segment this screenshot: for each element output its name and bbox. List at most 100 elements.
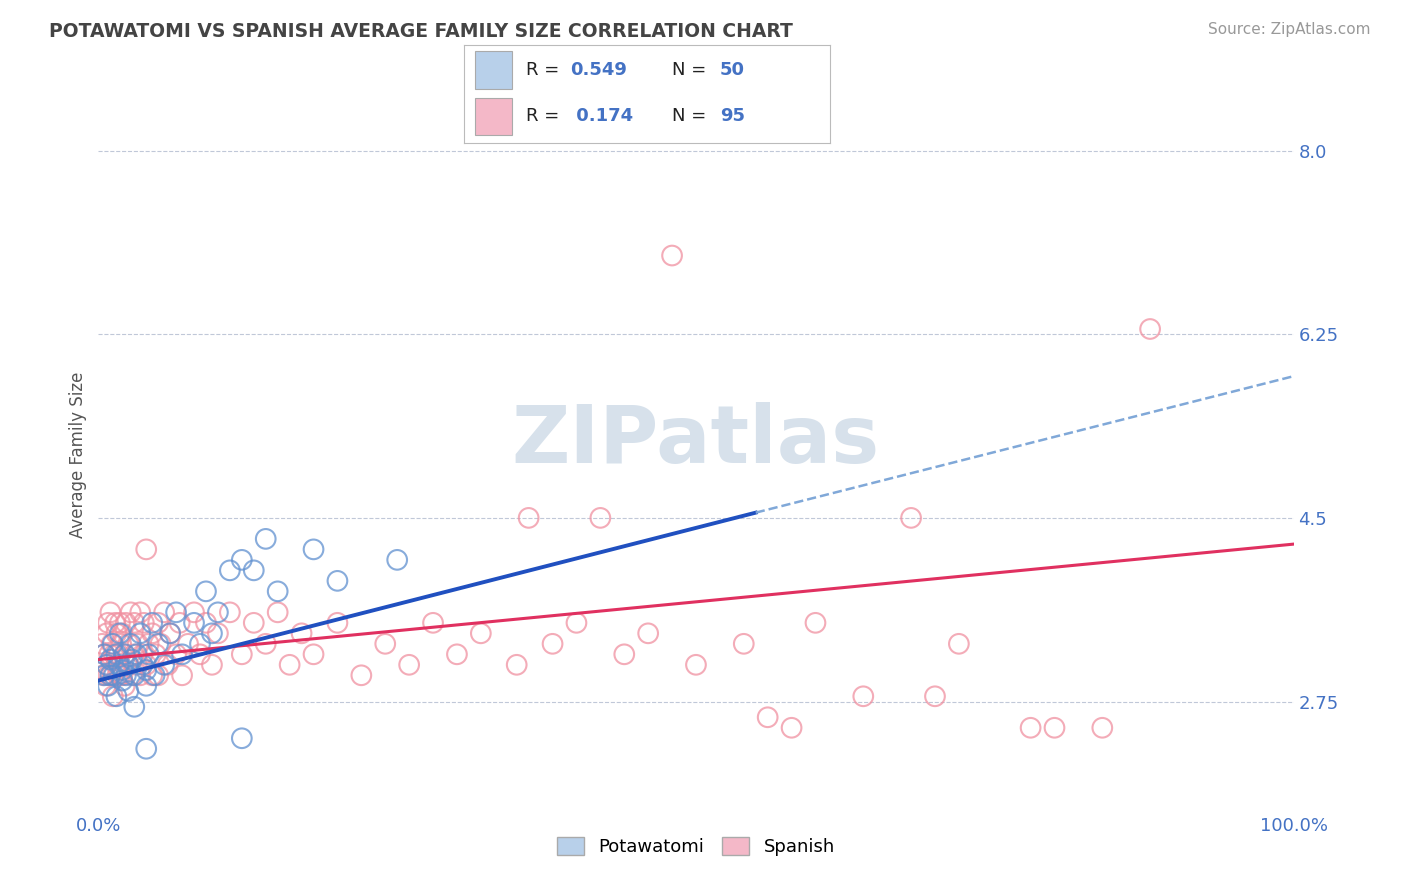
Text: POTAWATOMI VS SPANISH AVERAGE FAMILY SIZE CORRELATION CHART: POTAWATOMI VS SPANISH AVERAGE FAMILY SIZ… xyxy=(49,22,793,41)
Text: R =: R = xyxy=(526,107,565,125)
Point xyxy=(278,657,301,672)
Point xyxy=(114,679,136,693)
Text: 0.549: 0.549 xyxy=(569,62,627,79)
Point xyxy=(127,637,149,651)
Point xyxy=(98,652,122,666)
Point xyxy=(153,605,176,619)
Point xyxy=(91,637,114,651)
Point xyxy=(135,741,157,756)
Point xyxy=(124,699,146,714)
Text: R =: R = xyxy=(526,62,565,79)
Point xyxy=(207,605,229,619)
Point xyxy=(470,626,492,640)
Point xyxy=(267,605,290,619)
Point xyxy=(565,615,588,630)
Point xyxy=(219,563,242,577)
Point xyxy=(172,648,194,662)
Y-axis label: Average Family Size: Average Family Size xyxy=(69,372,87,538)
Point xyxy=(780,721,803,735)
Point xyxy=(243,615,266,630)
Point xyxy=(117,657,139,672)
Point xyxy=(103,648,125,662)
Text: N =: N = xyxy=(672,107,713,125)
Point xyxy=(661,248,683,262)
Point xyxy=(108,668,131,682)
Point xyxy=(98,668,122,682)
Point xyxy=(97,615,120,630)
Point xyxy=(1043,721,1066,735)
Point xyxy=(138,648,160,662)
Point xyxy=(165,648,187,662)
Text: N =: N = xyxy=(672,62,713,79)
Point xyxy=(188,637,211,651)
Point xyxy=(117,684,139,698)
Point xyxy=(326,574,349,588)
Point xyxy=(756,710,779,724)
Point xyxy=(195,615,218,630)
Point xyxy=(148,668,170,682)
Point xyxy=(124,615,146,630)
Point xyxy=(124,648,146,662)
Point xyxy=(96,657,118,672)
Point xyxy=(506,657,529,672)
Point xyxy=(110,637,132,651)
Point xyxy=(121,668,143,682)
Point xyxy=(541,637,564,651)
Point xyxy=(135,679,157,693)
Text: 0.174: 0.174 xyxy=(569,107,633,125)
Point xyxy=(93,648,115,662)
Point xyxy=(254,532,277,546)
Point xyxy=(101,690,124,704)
Point xyxy=(141,615,163,630)
Text: 95: 95 xyxy=(720,107,745,125)
Point xyxy=(326,615,349,630)
Point xyxy=(153,657,176,672)
Point xyxy=(302,542,325,557)
Point xyxy=(195,584,218,599)
Point xyxy=(94,679,117,693)
Point xyxy=(169,615,191,630)
Point xyxy=(143,668,166,682)
Point xyxy=(188,648,211,662)
Point xyxy=(125,648,148,662)
Legend: Potawatomi, Spanish: Potawatomi, Spanish xyxy=(550,830,842,863)
Point xyxy=(637,626,659,640)
Point xyxy=(104,615,127,630)
Point xyxy=(132,615,155,630)
Point xyxy=(149,637,172,651)
Point xyxy=(201,626,224,640)
Point xyxy=(111,673,134,688)
Point xyxy=(231,648,253,662)
Point xyxy=(207,626,229,640)
Point xyxy=(159,626,181,640)
Point xyxy=(517,511,540,525)
Point xyxy=(125,657,148,672)
Point xyxy=(96,626,118,640)
Point xyxy=(131,648,153,662)
Point xyxy=(107,648,129,662)
Point xyxy=(98,648,121,662)
Point xyxy=(613,648,636,662)
Text: ZIPatlas: ZIPatlas xyxy=(512,401,880,480)
Point xyxy=(98,668,122,682)
Point xyxy=(177,637,200,651)
Point xyxy=(1019,721,1042,735)
Point xyxy=(111,663,134,677)
Point xyxy=(145,648,167,662)
Point xyxy=(159,626,181,640)
Point xyxy=(219,605,242,619)
Point xyxy=(924,690,946,704)
Point xyxy=(141,668,163,682)
Point xyxy=(135,663,157,677)
Point xyxy=(117,637,139,651)
Point xyxy=(114,648,136,662)
Point xyxy=(124,668,146,682)
Point xyxy=(115,668,138,682)
Bar xyxy=(475,52,512,89)
Point xyxy=(93,648,115,662)
Point xyxy=(129,626,152,640)
Point xyxy=(121,652,143,666)
Point xyxy=(93,668,115,682)
Point xyxy=(131,657,153,672)
Point xyxy=(148,637,170,651)
